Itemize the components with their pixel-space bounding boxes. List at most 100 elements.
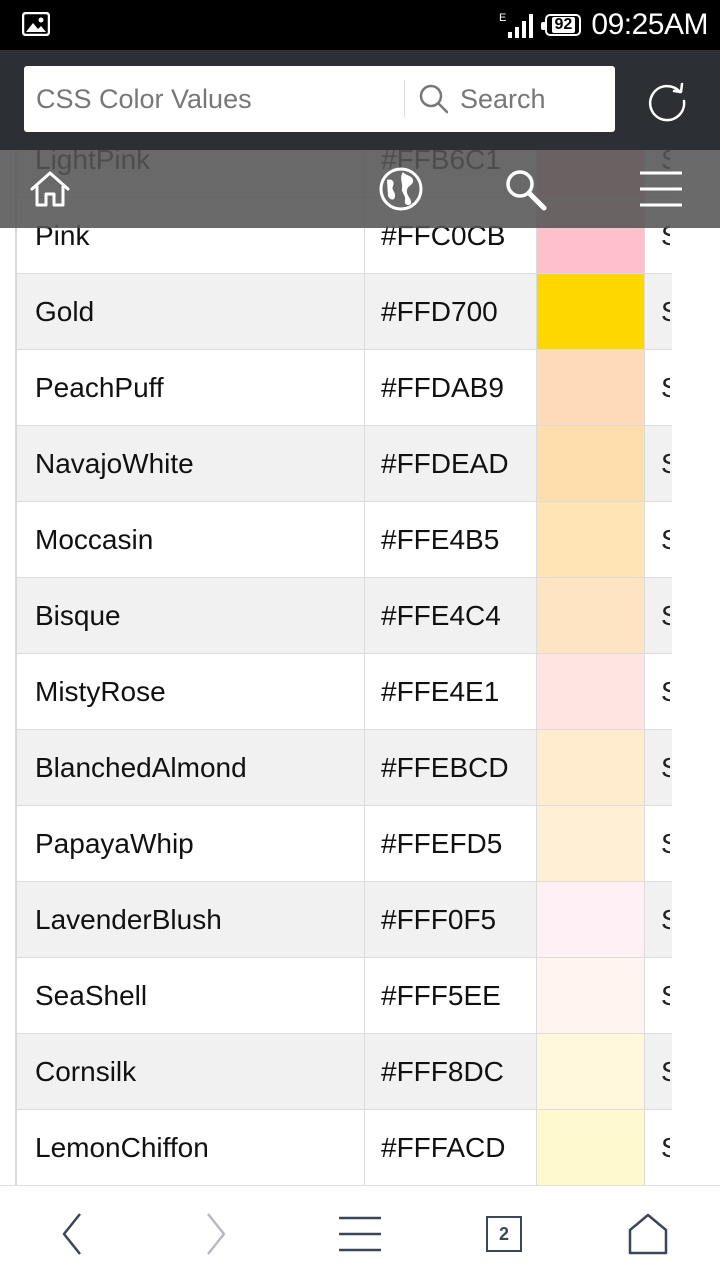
- menu-icon[interactable]: [638, 166, 684, 212]
- color-hex-cell: #FFEFD5: [365, 806, 537, 881]
- color-swatch-cell: [537, 730, 645, 805]
- sample-text-cell: S: [645, 1034, 670, 1109]
- network-type-label: E: [499, 12, 506, 24]
- color-swatch: [537, 882, 644, 957]
- refresh-icon[interactable]: [644, 78, 690, 124]
- color-swatch: [537, 730, 644, 805]
- color-swatch: [537, 958, 644, 1033]
- color-swatch: [537, 502, 644, 577]
- page-content[interactable]: LightPink#FFB6C1SPink#FFC0CBSGold#FFD700…: [0, 150, 720, 1185]
- sample-text-cell: S: [645, 350, 670, 425]
- home-icon[interactable]: [27, 166, 73, 212]
- sample-text-cell: S: [645, 654, 670, 729]
- color-name-cell: SeaShell: [17, 958, 365, 1033]
- sample-text-cell: S: [645, 806, 670, 881]
- search-button[interactable]: Search: [418, 66, 546, 132]
- color-hex-cell: #FFE4B5: [365, 502, 537, 577]
- sample-text-cell: S: [645, 578, 670, 653]
- color-swatch: [537, 1034, 644, 1109]
- sample-text-cell: S: [645, 958, 670, 1033]
- address-bar-title[interactable]: CSS Color Values: [36, 84, 252, 114]
- color-hex-cell: #FFF8DC: [365, 1034, 537, 1109]
- globe-icon[interactable]: [378, 166, 424, 212]
- color-swatch: [537, 350, 644, 425]
- table-row: Moccasin#FFE4B5 S: [17, 502, 672, 578]
- color-name-cell: MistyRose: [17, 654, 365, 729]
- search-icon: [419, 84, 449, 114]
- bottom-navigation: 2: [0, 1185, 720, 1281]
- find-in-page-icon[interactable]: [502, 166, 548, 212]
- color-hex-cell: #FFFACD: [365, 1110, 537, 1185]
- table-row: BlanchedAlmond#FFEBCD S: [17, 730, 672, 806]
- color-swatch: [537, 806, 644, 881]
- color-hex-cell: #FFDEAD: [365, 426, 537, 501]
- color-name-cell: LavenderBlush: [17, 882, 365, 957]
- table-row: Bisque#FFE4C4 S: [17, 578, 672, 654]
- color-swatch-cell: [537, 654, 645, 729]
- sample-text-cell: S: [645, 1110, 670, 1185]
- browser-toolbar: CSS Color Values Search: [0, 50, 720, 150]
- menu-button[interactable]: [336, 1210, 384, 1258]
- color-swatch: [537, 654, 644, 729]
- back-button[interactable]: [54, 1210, 90, 1258]
- color-swatch-cell: [537, 882, 645, 957]
- status-bar: E 92 09:25AM: [0, 0, 720, 50]
- sample-text-cell: S: [645, 274, 670, 349]
- hamburger-icon: [339, 1216, 381, 1252]
- sample-text-cell: S: [645, 730, 670, 805]
- address-bar[interactable]: CSS Color Values Search: [24, 66, 615, 132]
- color-table: LightPink#FFB6C1SPink#FFC0CBSGold#FFD700…: [15, 150, 672, 1185]
- table-row: LavenderBlush#FFF0F5 S: [17, 882, 672, 958]
- color-swatch: [537, 1110, 644, 1185]
- color-swatch-cell: [537, 806, 645, 881]
- color-hex-cell: #FFE4C4: [365, 578, 537, 653]
- chevron-right-icon: [207, 1213, 226, 1255]
- color-swatch: [537, 578, 644, 653]
- table-row: MistyRose#FFE4E1 S: [17, 654, 672, 730]
- color-name-cell: LemonChiffon: [17, 1110, 365, 1185]
- color-swatch: [537, 274, 644, 349]
- sample-text-cell: S: [645, 502, 670, 577]
- color-name-cell: Gold: [17, 274, 365, 349]
- color-swatch-cell: [537, 426, 645, 501]
- color-swatch-cell: [537, 958, 645, 1033]
- color-swatch-cell: [537, 578, 645, 653]
- home-button[interactable]: [626, 1210, 670, 1258]
- sample-text-cell: S: [645, 198, 670, 273]
- chevron-left-icon: [62, 1213, 81, 1255]
- tab-count-badge: 2: [486, 1216, 522, 1252]
- color-swatch-cell: [537, 1110, 645, 1185]
- color-swatch: [537, 426, 644, 501]
- battery-level: 92: [551, 17, 576, 33]
- table-row: PeachPuff#FFDAB9 S: [17, 350, 672, 426]
- color-name-cell: Bisque: [17, 578, 365, 653]
- color-name-cell: Cornsilk: [17, 1034, 365, 1109]
- table-row: PapayaWhip#FFEFD5 S: [17, 806, 672, 882]
- color-swatch-cell: [537, 274, 645, 349]
- color-hex-cell: #FFE4E1: [365, 654, 537, 729]
- signal-icon: E: [499, 12, 534, 38]
- color-name-cell: NavajoWhite: [17, 426, 365, 501]
- color-name-cell: BlanchedAlmond: [17, 730, 365, 805]
- sample-text-cell: S: [645, 882, 670, 957]
- color-hex-cell: #FFDAB9: [365, 350, 537, 425]
- color-hex-cell: #FFF5EE: [365, 958, 537, 1033]
- floating-toolbar: [0, 150, 720, 228]
- search-label: Search: [460, 83, 546, 114]
- gallery-notification-icon: [22, 12, 50, 36]
- home-outline-icon: [628, 1213, 668, 1255]
- forward-button[interactable]: [198, 1210, 234, 1258]
- color-swatch-cell: [537, 502, 645, 577]
- table-row: NavajoWhite#FFDEAD S: [17, 426, 672, 502]
- table-row: SeaShell#FFF5EE S: [17, 958, 672, 1034]
- address-bar-divider: [404, 80, 405, 118]
- color-name-cell: Moccasin: [17, 502, 365, 577]
- status-time: 09:25AM: [591, 8, 708, 41]
- color-hex-cell: #FFF0F5: [365, 882, 537, 957]
- table-row: Gold#FFD700 S: [17, 274, 672, 350]
- color-hex-cell: #FFD700: [365, 274, 537, 349]
- tabs-button[interactable]: 2: [484, 1210, 524, 1258]
- color-swatch-cell: [537, 350, 645, 425]
- table-row: LemonChiffon#FFFACD S: [17, 1110, 672, 1185]
- table-row: Cornsilk#FFF8DC S: [17, 1034, 672, 1110]
